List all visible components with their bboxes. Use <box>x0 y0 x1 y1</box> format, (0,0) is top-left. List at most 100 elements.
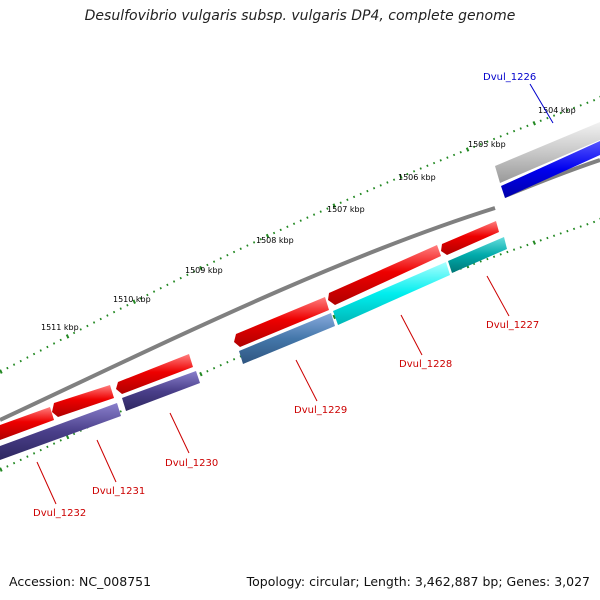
major-tick <box>532 240 536 245</box>
cds-arrow <box>0 407 54 440</box>
minor-tick <box>566 109 569 112</box>
minor-tick <box>499 253 502 256</box>
minor-tick <box>586 101 589 105</box>
major-tick <box>0 369 3 374</box>
gene-label-dvul-1230: Dvul_1230 <box>165 458 218 469</box>
minor-tick <box>506 132 509 135</box>
minor-tick <box>452 153 456 157</box>
minor-tick <box>559 111 562 115</box>
minor-tick <box>99 317 102 321</box>
minor-tick <box>79 328 82 331</box>
minor-tick <box>32 452 36 455</box>
gene-feature-dvul-1226 <box>501 141 600 198</box>
minor-tick <box>192 270 196 273</box>
major-tick <box>332 203 336 208</box>
minor-tick <box>119 307 122 310</box>
minor-tick <box>6 465 9 468</box>
minor-tick <box>12 461 16 465</box>
accession-text: Accession: NC_008751 <box>9 574 152 589</box>
minor-tick <box>339 201 342 204</box>
minor-tick <box>219 257 222 260</box>
minor-tick <box>379 184 382 187</box>
minor-tick <box>366 189 369 193</box>
minor-tick <box>139 297 142 300</box>
minor-tick <box>39 349 42 352</box>
minor-tick <box>526 124 529 128</box>
minor-tick <box>72 331 76 335</box>
minor-tick <box>119 410 122 413</box>
minor-tick <box>312 213 316 216</box>
minor-tick <box>46 345 49 349</box>
minor-tick <box>539 239 542 242</box>
inner-tick-ring <box>0 217 600 472</box>
minor-tick <box>159 286 162 290</box>
minor-tick <box>512 248 516 251</box>
minor-tick <box>219 363 222 367</box>
minor-tick <box>179 276 182 280</box>
minor-tick <box>46 445 49 449</box>
major-tick <box>132 299 136 304</box>
minor-tick <box>59 338 62 342</box>
outer-tick-ring <box>0 95 600 374</box>
minor-tick <box>592 220 596 224</box>
minor-tick <box>52 342 56 345</box>
cds-arrow <box>441 221 499 255</box>
tick-label: 1511 kbp <box>41 323 79 332</box>
minor-tick <box>439 159 442 162</box>
cds-arrow <box>234 297 329 347</box>
minor-tick <box>226 361 229 364</box>
minor-tick <box>226 253 229 257</box>
minor-tick <box>592 98 596 102</box>
minor-tick <box>572 106 576 110</box>
minor-tick <box>506 250 509 254</box>
minor-tick <box>232 358 236 361</box>
gene-feature-dvul-1230 <box>122 371 200 411</box>
major-tick <box>399 174 403 180</box>
minor-tick <box>172 280 176 283</box>
tick-label: 1508 kbp <box>256 236 294 245</box>
minor-tick <box>446 156 449 159</box>
minor-tick <box>479 260 482 263</box>
minor-tick <box>126 303 129 307</box>
minor-tick <box>552 234 556 237</box>
minor-tick <box>386 181 389 184</box>
minor-tick <box>146 293 149 297</box>
tick-label: 1507 kbp <box>327 205 365 214</box>
major-tick <box>532 121 536 126</box>
major-tick <box>465 147 470 152</box>
minor-tick <box>259 238 262 241</box>
tick-label: 1510 kbp <box>113 295 151 304</box>
minor-tick <box>526 243 529 247</box>
kbp-tick-labels: 1504 kbp 1505 kbp 1506 kbp 1507 kbp 1508… <box>41 106 576 332</box>
minor-tick <box>432 161 436 165</box>
gene-feature-dvul-1227 <box>448 237 507 273</box>
minor-tick <box>392 178 396 181</box>
gene-feature-dvul-1228 <box>333 262 450 325</box>
minor-tick <box>32 352 36 356</box>
gene-label-dvul-1232: Dvul_1232 <box>33 508 86 519</box>
minor-tick <box>519 246 522 249</box>
minor-tick <box>299 219 302 222</box>
minor-tick <box>546 116 549 120</box>
minor-tick <box>586 223 589 226</box>
minor-tick <box>152 290 156 293</box>
minor-tick <box>12 363 16 366</box>
minor-tick <box>246 244 249 247</box>
minor-tick <box>486 140 489 143</box>
minor-tick <box>306 216 309 219</box>
minor-tick <box>559 232 562 235</box>
minor-tick <box>212 260 216 263</box>
minor-tick <box>579 104 582 107</box>
minor-tick <box>286 225 289 229</box>
minor-tick <box>206 263 209 267</box>
minor-tick <box>6 366 9 370</box>
minor-tick <box>59 439 62 442</box>
minor-tick <box>92 321 96 324</box>
gene-feature-gray <box>495 122 600 183</box>
major-tick <box>65 334 70 339</box>
minor-tick <box>19 458 22 462</box>
minor-tick <box>319 210 322 213</box>
gene-label-dvul-1229: Dvul_1229 <box>294 405 347 416</box>
minor-tick <box>372 186 376 190</box>
